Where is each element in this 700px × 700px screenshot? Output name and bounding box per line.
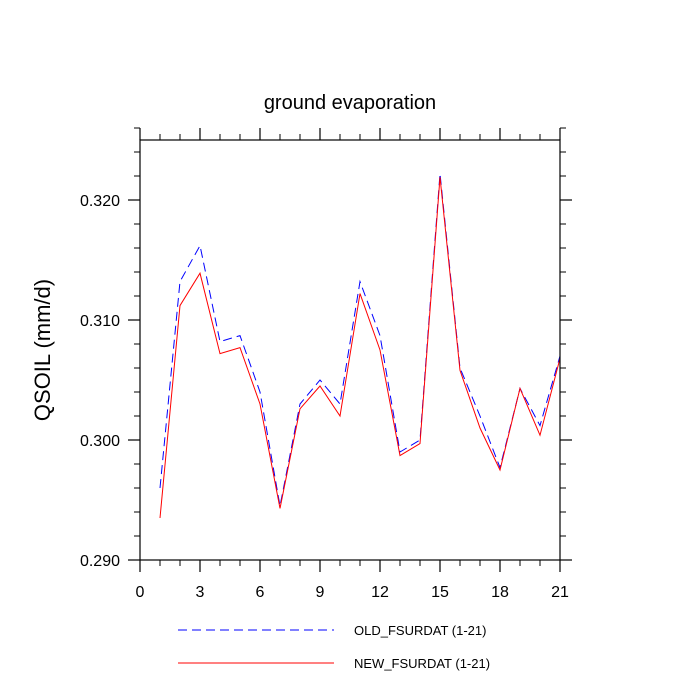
x-tick-label: 15 — [431, 584, 449, 601]
y-tick-label: 0.300 — [80, 433, 120, 450]
series-line-old-fsurdat — [159, 173, 561, 507]
series-line-new-fsurdat — [159, 177, 561, 519]
chart-title: ground evaporation — [264, 92, 436, 114]
plot-series — [159, 173, 561, 519]
y-tick-label: 0.290 — [80, 553, 120, 570]
x-tick-label: 6 — [256, 584, 265, 601]
x-tick-label: 9 — [316, 584, 325, 601]
legend-label-old-fsurdat: OLD_FSURDAT (1-21) — [354, 623, 486, 638]
x-tick-label: 18 — [491, 584, 509, 601]
legend-label-new-fsurdat: NEW_FSURDAT (1-21) — [354, 656, 490, 671]
x-tick-label: 0 — [136, 584, 145, 601]
plot-frame — [139, 139, 561, 561]
x-tick-label: 3 — [196, 584, 205, 601]
x-tick-label: 12 — [371, 584, 389, 601]
y-tick-label: 0.310 — [80, 313, 120, 330]
x-tick-label: 21 — [551, 584, 569, 601]
axis-ticks — [128, 127, 572, 572]
y-axis-label: QSOIL (mm/d) — [30, 279, 55, 421]
legend: OLD_FSURDAT (1-21) NEW_FSURDAT (1-21) — [178, 623, 490, 671]
tick-labels: 0 3 6 9 12 15 18 21 0.290 0.300 0.310 0.320 — [80, 193, 569, 601]
y-tick-label: 0.320 — [80, 193, 120, 210]
